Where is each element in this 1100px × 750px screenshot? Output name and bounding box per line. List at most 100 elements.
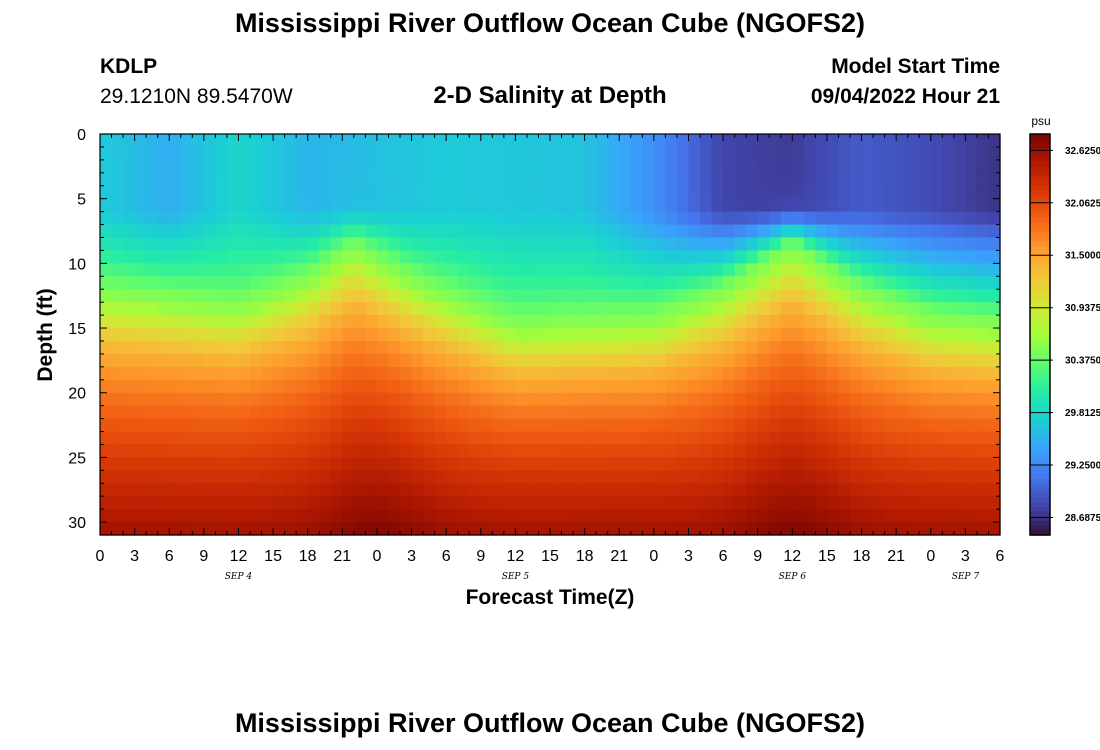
heatmap-cell — [619, 263, 632, 277]
heatmap-cell — [480, 353, 493, 368]
heatmap-cell — [803, 146, 816, 161]
heatmap-cell — [988, 496, 1001, 510]
heatmap-cell — [492, 366, 505, 381]
heatmap-cell — [134, 509, 147, 523]
heatmap-cell — [146, 431, 159, 446]
heatmap-cell — [573, 276, 586, 290]
heatmap-cell — [376, 224, 390, 239]
heatmap-cell — [573, 483, 586, 497]
heatmap-cell — [273, 444, 286, 458]
heatmap-cell — [365, 146, 378, 161]
heatmap-cell — [238, 211, 251, 226]
heatmap-cell — [226, 444, 240, 458]
heatmap-cell — [515, 522, 528, 536]
heatmap-cell — [180, 470, 193, 484]
colorbar-segment — [1030, 516, 1050, 522]
heatmap-cell — [423, 146, 436, 161]
heatmap-cell — [388, 198, 401, 213]
heatmap-cell — [838, 353, 851, 368]
heatmap-cell — [953, 237, 966, 252]
heatmap-cell — [965, 457, 978, 471]
heatmap-cell — [953, 172, 966, 187]
heatmap-cell — [169, 134, 182, 148]
heatmap-cell — [123, 340, 136, 355]
heatmap-cell — [988, 185, 1001, 200]
heatmap-cell — [619, 379, 632, 394]
heatmap-cell — [711, 483, 724, 497]
heatmap-cell — [769, 198, 782, 213]
heatmap-cell — [700, 211, 713, 226]
heatmap-cell — [607, 159, 620, 174]
heatmap-cell — [526, 146, 540, 161]
heatmap-cell — [550, 496, 563, 510]
heatmap-cell — [365, 159, 378, 174]
heatmap-cell — [792, 431, 805, 446]
heatmap-cell — [861, 392, 874, 407]
heatmap-cell — [307, 237, 320, 252]
heatmap-cell — [573, 159, 586, 174]
heatmap-cell — [238, 522, 251, 536]
heatmap-cell — [526, 237, 540, 252]
heatmap-cell — [330, 276, 343, 290]
heatmap-cell — [423, 134, 436, 148]
heatmap-cell — [215, 224, 228, 239]
heatmap-cell — [861, 522, 874, 536]
heatmap-cell — [630, 379, 643, 394]
heatmap-cell — [469, 289, 482, 303]
heatmap-cell — [157, 470, 170, 484]
heatmap-cell — [526, 353, 540, 368]
colorbar-segment — [1030, 418, 1050, 424]
heatmap-cell — [515, 405, 528, 420]
heatmap-cell — [515, 172, 528, 187]
heatmap-cell — [873, 405, 886, 420]
heatmap-cell — [480, 405, 493, 420]
heatmap-cell — [469, 315, 482, 329]
heatmap-cell — [792, 185, 805, 200]
heatmap-cell — [411, 522, 424, 536]
heatmap-cell — [111, 353, 124, 368]
heatmap-cell — [203, 496, 216, 510]
heatmap-cell — [526, 224, 540, 239]
heatmap-cell — [757, 146, 770, 161]
heatmap-cell — [746, 276, 759, 290]
heatmap-cell — [700, 431, 713, 446]
colorbar-segment — [1030, 180, 1050, 186]
heatmap-cell — [388, 366, 401, 381]
heatmap-cell — [342, 185, 355, 200]
heatmap-cell — [538, 211, 551, 226]
heatmap-cell — [215, 379, 228, 394]
heatmap-cell — [873, 263, 886, 277]
heatmap-cell — [850, 418, 863, 433]
heatmap-cell — [815, 211, 828, 226]
heatmap-cell — [469, 198, 482, 213]
heatmap-cell — [192, 509, 205, 523]
heatmap-cell — [446, 496, 459, 510]
heatmap-cell — [653, 146, 666, 161]
heatmap-cell — [976, 431, 990, 446]
heatmap-cell — [723, 431, 736, 446]
heatmap-cell — [803, 198, 816, 213]
heatmap-cell — [896, 496, 909, 510]
heatmap-cell — [250, 366, 263, 381]
heatmap-cell — [734, 250, 747, 264]
heatmap-cell — [780, 340, 793, 355]
heatmap-cell — [757, 444, 770, 458]
colorbar-tick-label: 32.0625 — [1065, 198, 1100, 209]
heatmap-cell — [630, 146, 643, 161]
heatmap-cell — [630, 444, 643, 458]
heatmap-cell — [250, 418, 263, 433]
heatmap-cell — [953, 483, 966, 497]
heatmap-cell — [457, 340, 470, 355]
heatmap-cell — [480, 263, 493, 277]
heatmap-cell — [826, 496, 840, 510]
x-tick-label: 12 — [783, 548, 801, 565]
heatmap-cell — [376, 366, 390, 381]
heatmap-cell — [400, 392, 413, 407]
heatmap-cell — [757, 392, 770, 407]
heatmap-cell — [965, 496, 978, 510]
heatmap-cell — [457, 250, 470, 264]
heatmap-cell — [434, 289, 447, 303]
heatmap-cell — [319, 237, 332, 252]
heatmap-cell — [284, 392, 297, 407]
heatmap-cell — [515, 418, 528, 433]
